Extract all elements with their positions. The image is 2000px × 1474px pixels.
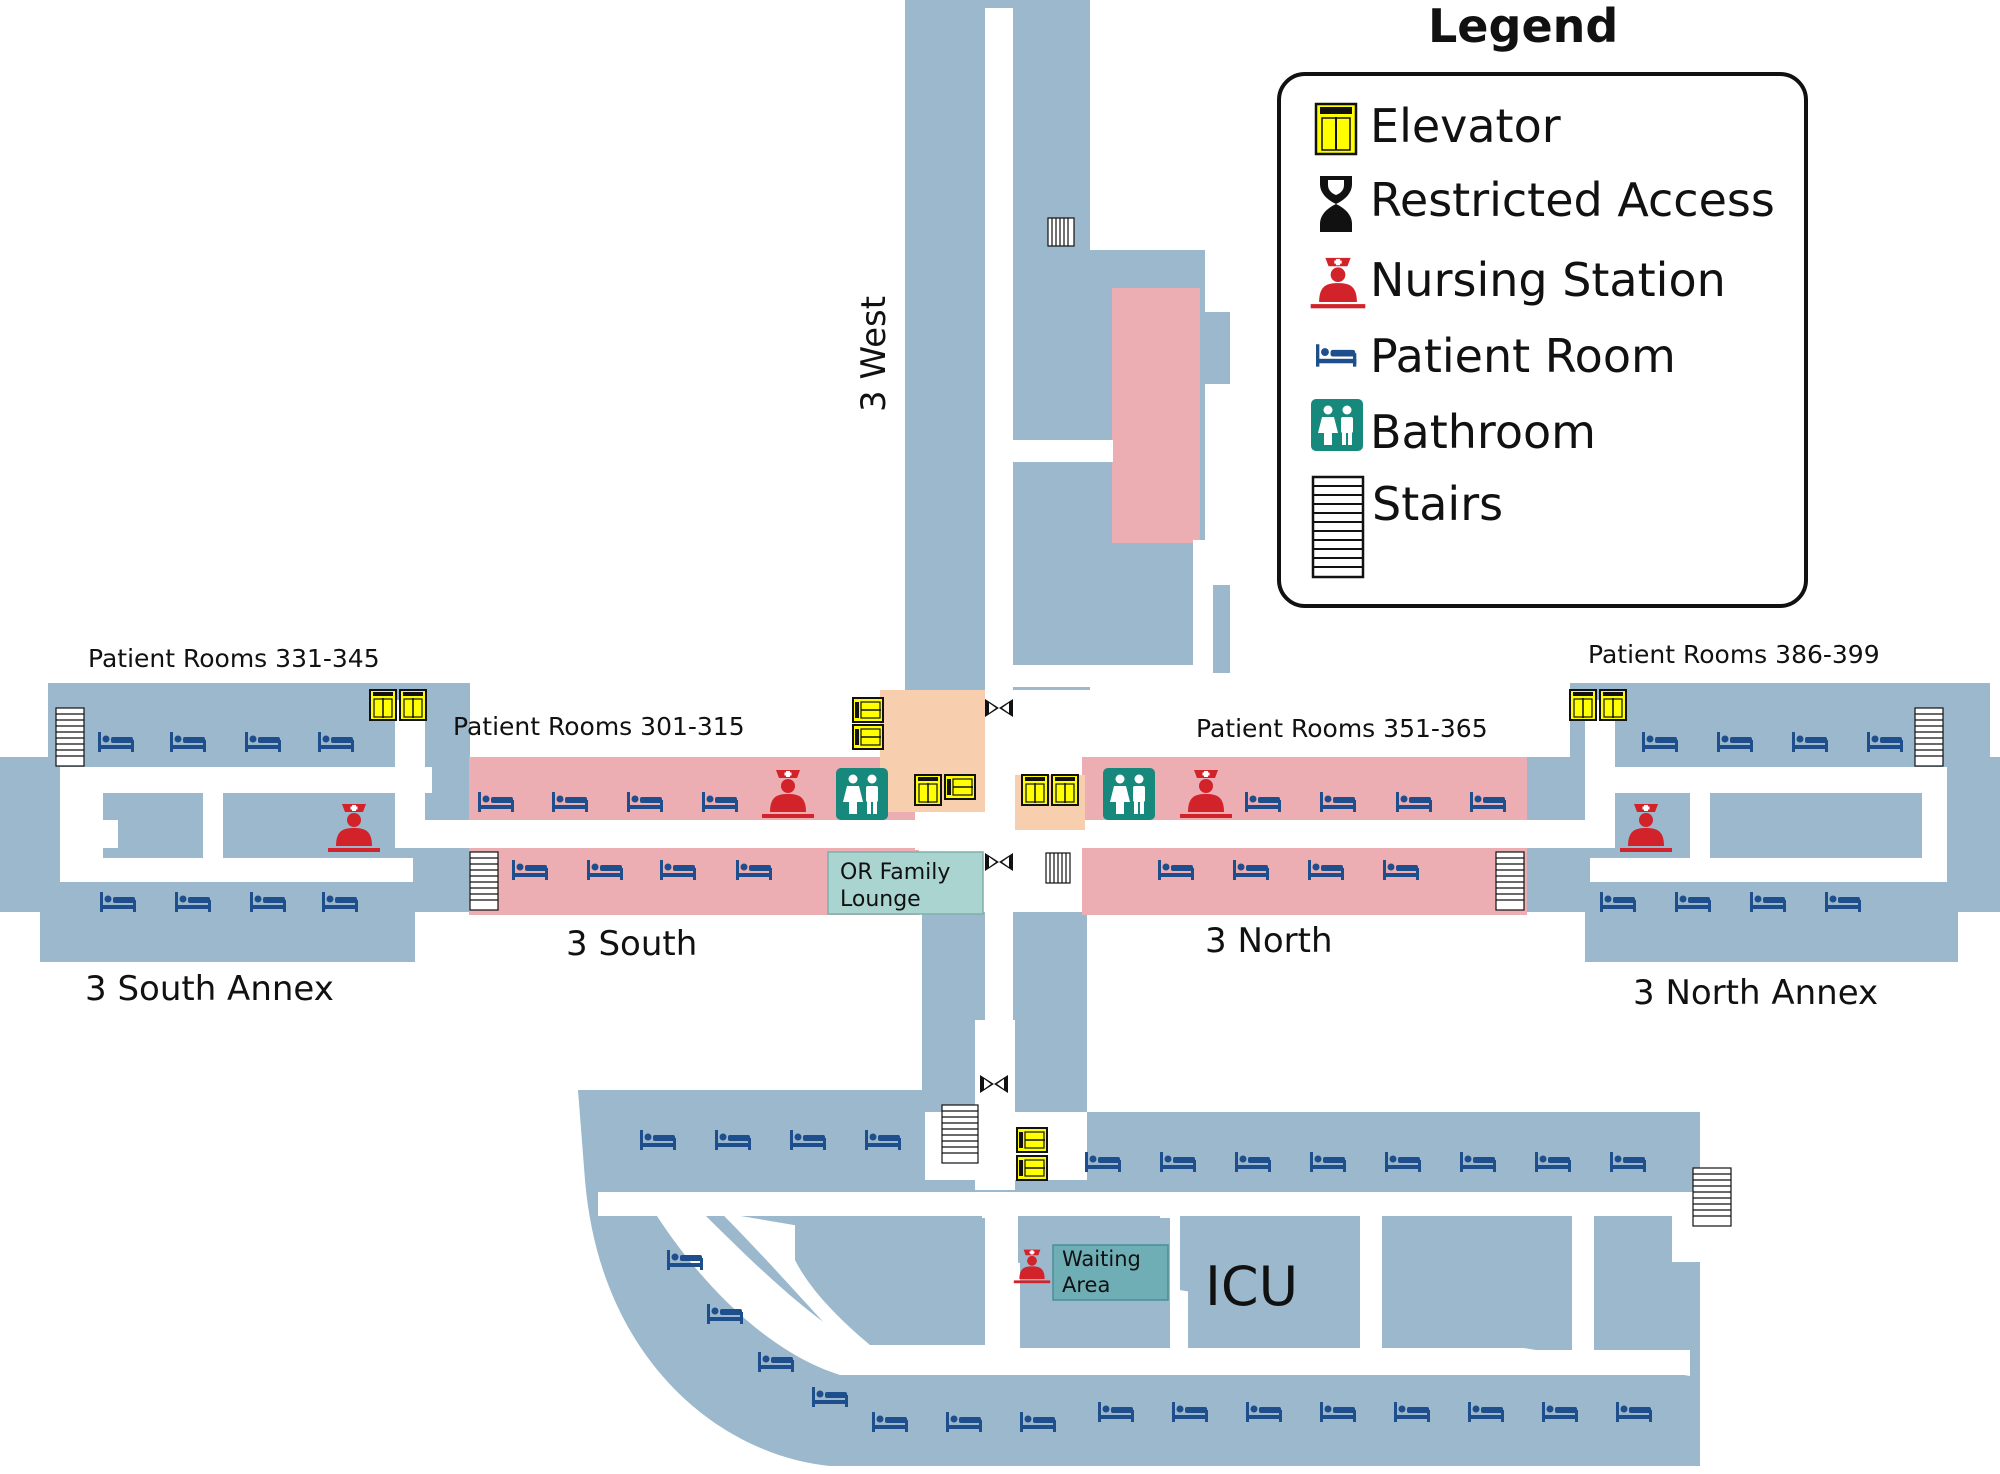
legend-bathroom-label: Bathroom	[1370, 405, 1596, 459]
waiting-area-label-line1: Waiting	[1062, 1247, 1141, 1271]
area-label-3-north-annex: 3 North Annex	[1633, 973, 1878, 1013]
waiting-area-label-line2: Area	[1062, 1273, 1110, 1297]
area-label-3-west: 3 West	[854, 296, 894, 412]
legend-restricted-access-label: Restricted Access	[1370, 173, 1775, 227]
room-range-386-399: Patient Rooms 386-399	[1588, 640, 1880, 669]
waiting-area	[1052, 1244, 1169, 1301]
legend: Legend Elevator Restricted Access Nursin…	[1277, 0, 1808, 608]
legend-restricted-access-icon	[1320, 176, 1352, 232]
or-family-lounge-label-line1: OR Family	[840, 860, 950, 885]
legend-stairs-label: Stairs	[1372, 477, 1503, 531]
legend-nursing-station-label: Nursing Station	[1370, 253, 1726, 307]
stairs-icon	[55, 217, 1944, 1227]
or-family-lounge-label-line2: Lounge	[840, 887, 921, 912]
legend-elevator-icon	[1314, 102, 1358, 156]
legend-bathroom-icon	[1311, 399, 1363, 451]
legend-patient-room-label: Patient Room	[1370, 329, 1676, 383]
area-label-3-north: 3 North	[1205, 921, 1333, 961]
room-range-351-365: Patient Rooms 351-365	[1196, 714, 1488, 743]
legend-stairs-icon	[1311, 475, 1365, 579]
legend-elevator-label: Elevator	[1370, 99, 1561, 153]
legend-title: Legend	[1428, 0, 1618, 53]
legend-box	[1277, 72, 1808, 608]
area-label-3-south-annex: 3 South Annex	[85, 969, 334, 1009]
or-family-lounge	[827, 851, 984, 915]
room-range-331-345: Patient Rooms 331-345	[88, 644, 380, 673]
area-label-3-south: 3 South	[566, 924, 697, 964]
room-range-301-315: Patient Rooms 301-315	[453, 712, 745, 741]
area-label-icu: ICU	[1205, 1255, 1298, 1318]
